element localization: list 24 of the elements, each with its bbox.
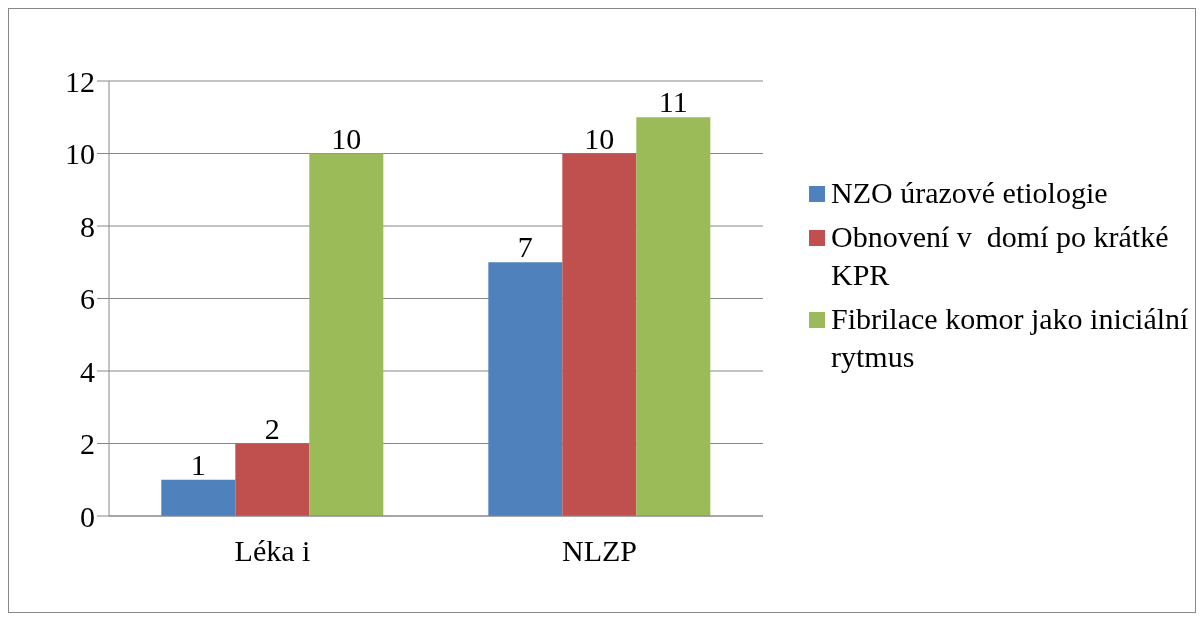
data-label: 2 <box>264 411 280 445</box>
data-label: 10 <box>584 121 615 155</box>
data-label: 1 <box>190 447 206 481</box>
x-tick-label: Léka i <box>234 534 311 568</box>
y-tick-label: 0 <box>80 499 95 533</box>
bar <box>161 479 236 516</box>
bar <box>636 117 711 516</box>
x-tick-label: NLZP <box>562 534 637 568</box>
bar <box>235 443 310 516</box>
y-tick-label: 12 <box>65 64 95 98</box>
data-label: 11 <box>658 85 688 119</box>
legend-label: NZO úrazové etiologie <box>831 175 1108 211</box>
y-tick-label: 10 <box>65 137 95 171</box>
bar <box>488 262 563 516</box>
bar <box>309 153 384 516</box>
bar <box>562 153 637 516</box>
y-tick-label: 2 <box>80 427 95 461</box>
data-label: 10 <box>331 121 362 155</box>
legend-label: Obnovení v domí po krátké KPR <box>831 219 1170 293</box>
y-tick-label: 4 <box>80 354 95 388</box>
y-tick-label: 6 <box>80 282 95 316</box>
data-label: 7 <box>517 230 533 264</box>
legend-label: Fibrilace komor jako iniciální rytmus <box>831 301 1189 375</box>
y-tick-label: 8 <box>80 209 95 243</box>
